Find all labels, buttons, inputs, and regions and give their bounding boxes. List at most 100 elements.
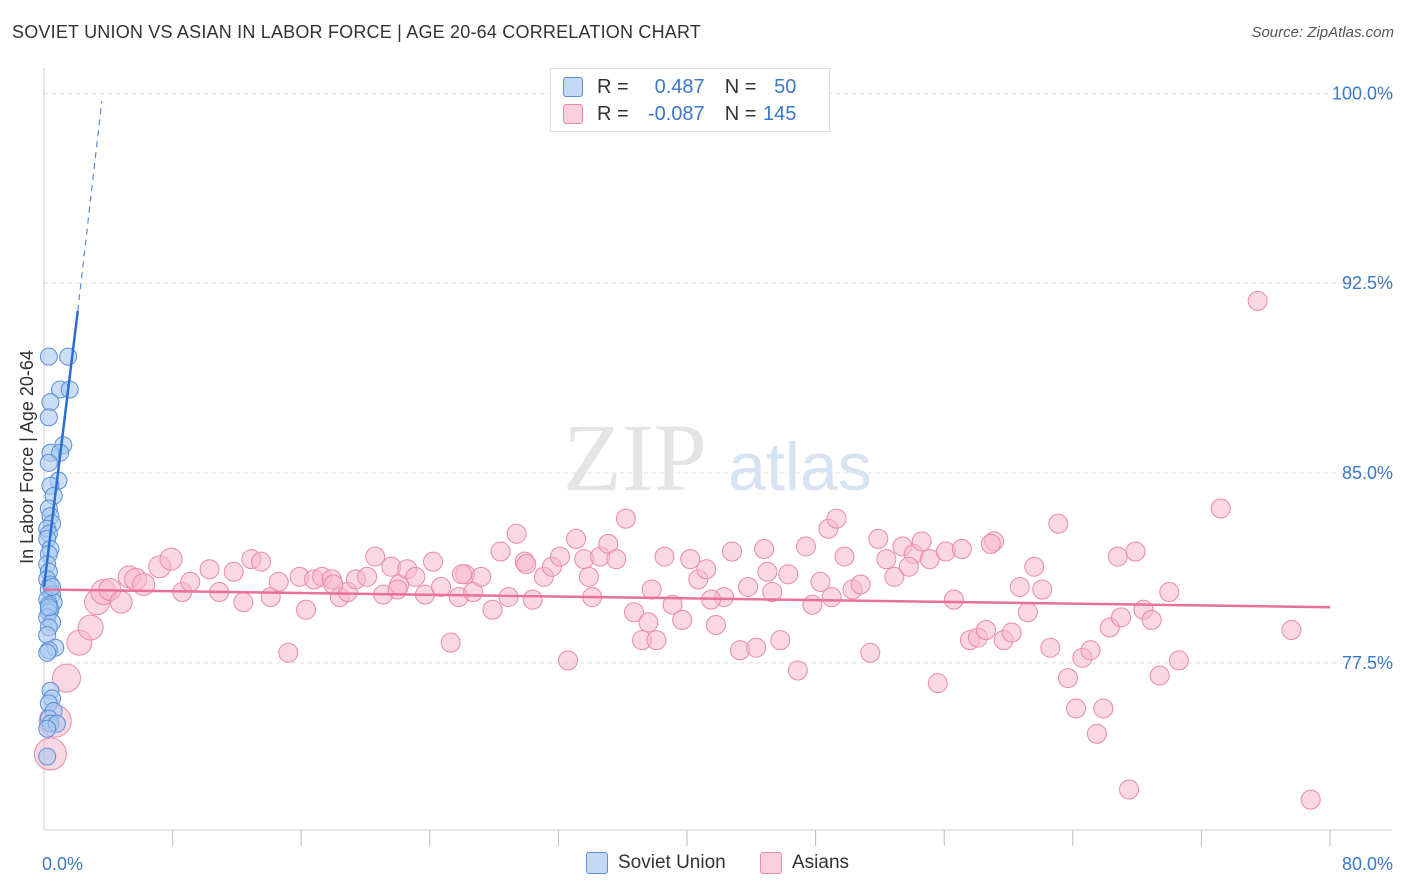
asians-point	[1107, 546, 1128, 567]
asians-point	[357, 566, 378, 587]
soviet-union-point	[39, 408, 58, 427]
asians-point	[199, 559, 220, 580]
asians-point	[951, 538, 972, 559]
asians-point	[1057, 668, 1078, 689]
asians-point	[1086, 723, 1107, 744]
asians-point	[860, 642, 881, 663]
asians-point	[1125, 541, 1146, 562]
asians-point	[52, 663, 82, 693]
axis-labels: 100.0% 92.5% 85.0% 77.5% 0.0% 80.0% In Labor F…	[17, 83, 1393, 874]
asians-point	[251, 551, 272, 572]
soviet-union-point	[38, 643, 57, 662]
asians-point	[77, 614, 104, 641]
n-value: 50	[774, 75, 797, 98]
asians-point	[296, 599, 317, 620]
asians-point	[405, 566, 426, 587]
x-tick-label: 80.0%	[1342, 854, 1393, 874]
asians-point	[662, 594, 683, 615]
asians-point	[471, 566, 492, 587]
asians-point	[1066, 698, 1087, 719]
soviet-union-swatch	[586, 852, 608, 874]
asians-point	[1159, 582, 1180, 603]
y-axis-label: In Labor Force | Age 20-64	[17, 350, 37, 564]
legend-label-soviet-union: Soviet Union	[618, 852, 726, 873]
asians-point	[1141, 609, 1162, 630]
y-tick-label: 92.5%	[1342, 273, 1393, 293]
r-label: R =	[597, 102, 629, 125]
asians-point	[646, 630, 667, 651]
asians-point	[680, 549, 701, 570]
asians-point	[1009, 576, 1030, 597]
r-value: 0.487	[654, 75, 705, 98]
soviet-union-point	[39, 347, 58, 366]
asians-point	[821, 587, 842, 608]
correlation-legend: R = 0.487 N = 50 R = -0.087 N = 145	[550, 68, 830, 132]
asians-point	[482, 599, 503, 620]
asians-point	[159, 547, 183, 571]
asians-point	[1001, 622, 1022, 643]
asians-point	[1149, 665, 1170, 686]
n-value: 145	[763, 102, 797, 125]
asians-point	[876, 549, 897, 570]
asians-point	[795, 536, 816, 557]
asians-point	[1111, 607, 1132, 628]
asians-point	[826, 508, 847, 529]
asians-point	[868, 528, 889, 549]
asians-point	[802, 594, 823, 615]
asians-point	[975, 620, 996, 641]
asians-point	[1032, 579, 1053, 600]
soviet-union-point	[43, 577, 62, 596]
asians-point	[911, 531, 932, 552]
soviet-union-trend-line	[42, 310, 79, 588]
legend-label-asians: Asians	[792, 852, 850, 873]
asians-point	[490, 541, 511, 562]
asians-swatch	[760, 852, 782, 874]
asians-point	[1017, 602, 1038, 623]
asians-point	[323, 574, 344, 595]
legend-row-soviet-union: R = 0.487 N = 50	[563, 75, 796, 99]
asians-point	[696, 559, 717, 580]
asians-point	[1300, 789, 1321, 810]
asians-point	[423, 551, 444, 572]
asians-point	[1210, 498, 1231, 519]
asians-point	[516, 554, 537, 575]
asians-point	[431, 576, 452, 597]
soviet-union-point	[39, 598, 58, 617]
asians-point	[787, 660, 808, 681]
source-label: Source: ZipAtlas.com	[1251, 24, 1394, 41]
asians-point	[223, 561, 244, 582]
n-label: N =	[724, 102, 757, 125]
soviet-union-point	[39, 453, 58, 472]
asians-point	[566, 528, 587, 549]
asians-point	[233, 592, 254, 613]
asians-point	[278, 642, 299, 663]
asians-point	[506, 523, 527, 544]
trend-lines	[42, 100, 1331, 609]
asians-point	[850, 574, 871, 595]
asians-point	[623, 602, 644, 623]
asians-point	[746, 637, 767, 658]
soviet-union-swatch	[563, 77, 583, 97]
chart-title: SOVIET UNION VS ASIAN IN LABOR FORCE | A…	[12, 22, 702, 42]
asians-point	[638, 612, 659, 633]
asians-point	[1247, 290, 1268, 311]
soviet-union-points	[38, 347, 79, 766]
asians-point	[1024, 556, 1045, 577]
asians-point	[770, 630, 791, 651]
r-label: R =	[597, 75, 629, 98]
asians-trend-line	[43, 588, 1331, 609]
asians-point	[898, 556, 919, 577]
asians-swatch	[563, 104, 583, 124]
asians-point	[810, 571, 831, 592]
r-value: -0.087	[647, 102, 705, 125]
asians-point	[980, 533, 1001, 554]
asians-point	[762, 582, 783, 603]
asians-points	[33, 290, 1321, 810]
asians-point	[754, 538, 775, 559]
asians-point	[522, 589, 543, 610]
asians-point	[1080, 640, 1101, 661]
grid	[44, 92, 1392, 664]
asians-point	[606, 549, 627, 570]
watermark-zip: ZIP	[563, 404, 707, 511]
